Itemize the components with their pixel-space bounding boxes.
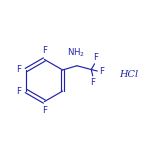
Text: F: F bbox=[42, 106, 47, 115]
Text: NH$_2$: NH$_2$ bbox=[67, 46, 85, 59]
Text: HCl: HCl bbox=[119, 70, 138, 79]
Text: F: F bbox=[42, 46, 47, 55]
Text: F: F bbox=[99, 67, 104, 76]
Text: F: F bbox=[91, 78, 96, 87]
Text: F: F bbox=[17, 86, 22, 96]
Text: F: F bbox=[93, 53, 98, 62]
Text: F: F bbox=[17, 65, 22, 74]
